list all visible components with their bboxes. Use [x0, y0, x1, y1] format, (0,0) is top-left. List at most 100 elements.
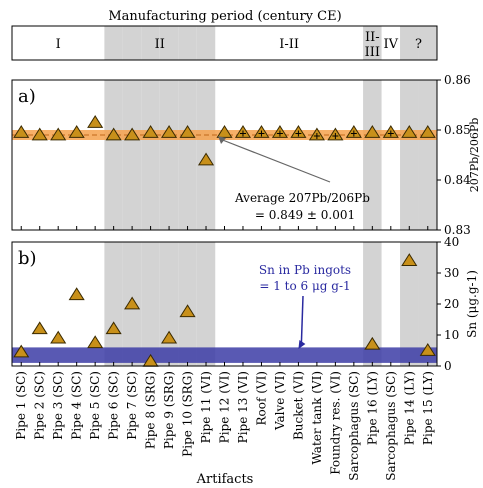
shade-column: [159, 26, 179, 366]
period-title: Manufacturing period (century CE): [108, 9, 341, 24]
shade-column: [104, 26, 123, 366]
panel-label: b): [18, 248, 37, 269]
x-category-labels: Pipe 1 (SC) Pipe 2 (SC) Pipe 3 (SC) Pipe 4 …: [14, 371, 435, 481]
data-point: [13, 125, 30, 138]
x-category-label: Pipe 7 (SC): [125, 371, 139, 440]
data-point: [124, 296, 141, 310]
period-label: IV: [384, 37, 399, 52]
y-tick-label: 20: [444, 297, 459, 311]
x-category-label: Pipe 15 (LY): [421, 371, 435, 445]
data-point: [124, 127, 141, 141]
y-axis-label: 207Pb/206Pb: [468, 118, 481, 193]
x-category-label: Sarcophagus (SC): [347, 371, 361, 481]
annotation-text: = 1 to 6 μg g-1: [259, 279, 350, 293]
period-label: I: [56, 37, 61, 52]
y-tick-label: 0.86: [444, 73, 471, 87]
data-point: [105, 127, 122, 141]
x-category-label: Sarcophagus (SC): [384, 371, 398, 481]
annotation-arrow: [300, 295, 304, 343]
y-tick-label: 0.84: [444, 173, 471, 187]
shade-column: [141, 26, 160, 366]
x-category-label: Pipe 9 (SRG): [162, 371, 176, 449]
panel-frames: [11, 25, 438, 367]
data-point: [50, 330, 67, 344]
annotation-text: = 0.849 ± 0.001: [255, 208, 355, 222]
x-category-label: Pipe 5 (SC): [88, 371, 102, 440]
data-point: [105, 321, 122, 335]
reference-band: [12, 347, 437, 363]
x-category-label: Pipe 8 (SRG): [144, 371, 158, 449]
panel-a: 0.83 0.84 0.85 0.86 a) Average 207Pb/206Pb = 0…: [13, 73, 481, 237]
data-point: [50, 127, 67, 141]
shade-column: [400, 26, 419, 366]
y-tick-label: 10: [444, 328, 459, 342]
shade-column: [122, 26, 142, 366]
data-point: [142, 125, 159, 138]
panel-frame: [11, 25, 438, 61]
data-point: [13, 344, 30, 358]
shade-column: [363, 26, 382, 366]
shade-column: [418, 26, 437, 366]
panel-b: 0 10 20 30 40 b) Sn in Pb ingots = 1 to 6 μg g-…: [13, 235, 479, 373]
x-category-label: Pipe 10 (SRG): [181, 371, 195, 457]
annotation-text: Sn in Pb ingots: [259, 263, 351, 277]
x-category-label: Pipe 4 (SC): [70, 371, 84, 440]
data-point: [87, 335, 104, 349]
annotation-arrowhead: [298, 339, 306, 349]
shade-column: [178, 26, 197, 366]
y-tick-label: 0.85: [444, 123, 471, 137]
data-point: [401, 125, 418, 138]
x-category-label: Pipe 14 (LY): [402, 371, 416, 445]
shade-column: [196, 26, 216, 366]
data-point: [179, 304, 196, 318]
data-point: [216, 125, 233, 138]
x-category-label: Foundry res. (VI): [328, 371, 342, 475]
data-point: [31, 127, 48, 141]
x-category-label: Pipe 6 (SC): [107, 371, 121, 440]
data-point: [197, 152, 215, 166]
y-tick-label: 0: [444, 359, 452, 373]
data-point: [179, 125, 196, 138]
panel-frame: [11, 241, 438, 367]
x-category-label: Pipe 16 (LY): [365, 371, 379, 445]
x-category-label: Pipe 11 (VI): [199, 371, 213, 443]
x-category-label: Bucket (VI): [291, 371, 305, 440]
annotation-text: Average 207Pb/206Pb: [234, 191, 370, 205]
period-label: ?: [415, 37, 422, 52]
panel-label: a): [18, 86, 36, 107]
data-point: [68, 287, 85, 301]
panel-frame: [11, 79, 438, 231]
y-tick-label: 30: [444, 266, 459, 280]
x-category-label: Valve (VI): [273, 371, 287, 431]
x-category-label: Pipe 2 (SC): [33, 371, 47, 440]
period-label: II: [155, 37, 165, 52]
x-category-label: Pipe 1 (SC): [14, 371, 28, 440]
y-axis-label: Sn (μg.g-1): [465, 270, 479, 338]
x-category-label: Pipe 12 (VI): [218, 371, 232, 443]
data-point: [161, 125, 178, 138]
period-label: I-II: [279, 37, 299, 52]
annotation-arrowhead: [218, 136, 227, 144]
x-category-label: Pipe 13 (VI): [236, 371, 250, 443]
period-label: II-: [365, 30, 380, 45]
data-point: [364, 125, 381, 138]
data-point: [87, 115, 104, 128]
data-point: [68, 125, 85, 138]
shaded-columns: [12, 26, 437, 366]
data-point: [401, 253, 418, 266]
x-category-label: Pipe 3 (SC): [51, 371, 65, 440]
x-category-label: Roof (VI): [254, 371, 268, 426]
data-point: [364, 336, 381, 350]
data-point: [419, 343, 436, 356]
y-tick-label: 40: [444, 235, 459, 249]
data-point: [31, 321, 48, 335]
x-axis-label: Artifacts: [196, 472, 254, 487]
data-point: [161, 330, 178, 344]
period-label: III: [365, 45, 380, 60]
x-category-label: Water tank (VI): [310, 371, 324, 464]
data-point: [419, 125, 436, 138]
y-tick-label: 0.83: [444, 223, 471, 237]
annotation-arrow: [219, 138, 331, 183]
